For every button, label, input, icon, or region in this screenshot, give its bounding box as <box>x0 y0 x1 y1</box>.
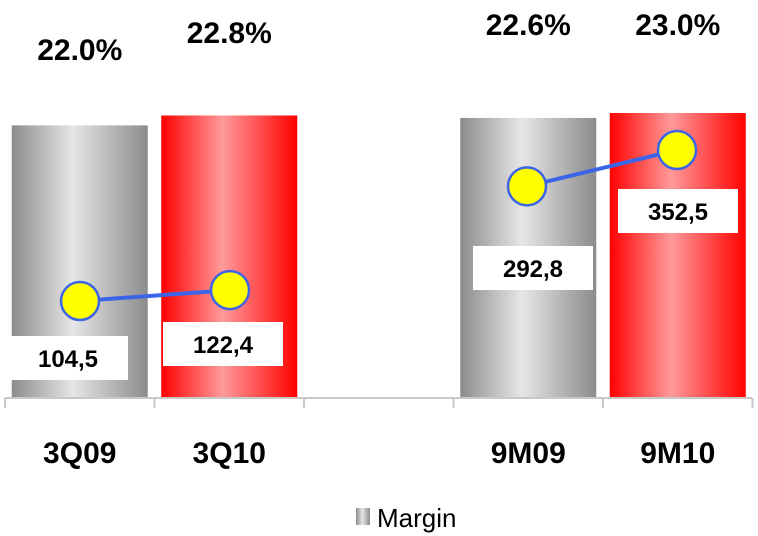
margin-label-3q09: 22.0% <box>37 34 122 67</box>
category-label-9m10: 9M10 <box>640 437 715 470</box>
value-label-3q09: 104,5 <box>38 346 98 373</box>
legend: Margin <box>356 503 456 533</box>
value-marker-3q09 <box>59 280 101 322</box>
value-label-9m10: 352,5 <box>648 199 708 226</box>
value-label-box <box>473 246 593 290</box>
category-label-3q10: 3Q10 <box>193 437 266 470</box>
margin-label-3q10: 22.8% <box>187 17 272 50</box>
value-marker-9m10 <box>656 129 698 171</box>
margin-label-9m09: 22.6% <box>486 9 571 42</box>
value-line-segment <box>79 288 231 303</box>
value-marker-9m09 <box>506 166 548 207</box>
value-label-box <box>8 336 128 380</box>
value-label-box <box>163 322 283 366</box>
value-label-3q10: 122,4 <box>193 332 254 359</box>
legend-swatch-margin <box>356 508 370 525</box>
value-marker-3q10 <box>209 269 251 311</box>
category-label-3q09: 3Q09 <box>43 437 116 470</box>
legend-label-margin: Margin <box>377 503 456 533</box>
value-label-box <box>618 189 738 233</box>
category-label-9m09: 9M09 <box>491 437 566 470</box>
value-line-segment <box>526 148 678 189</box>
x-axis <box>4 397 754 408</box>
margin-label-9m10: 23.0% <box>635 9 720 42</box>
value-label-9m09: 292,8 <box>503 256 563 283</box>
